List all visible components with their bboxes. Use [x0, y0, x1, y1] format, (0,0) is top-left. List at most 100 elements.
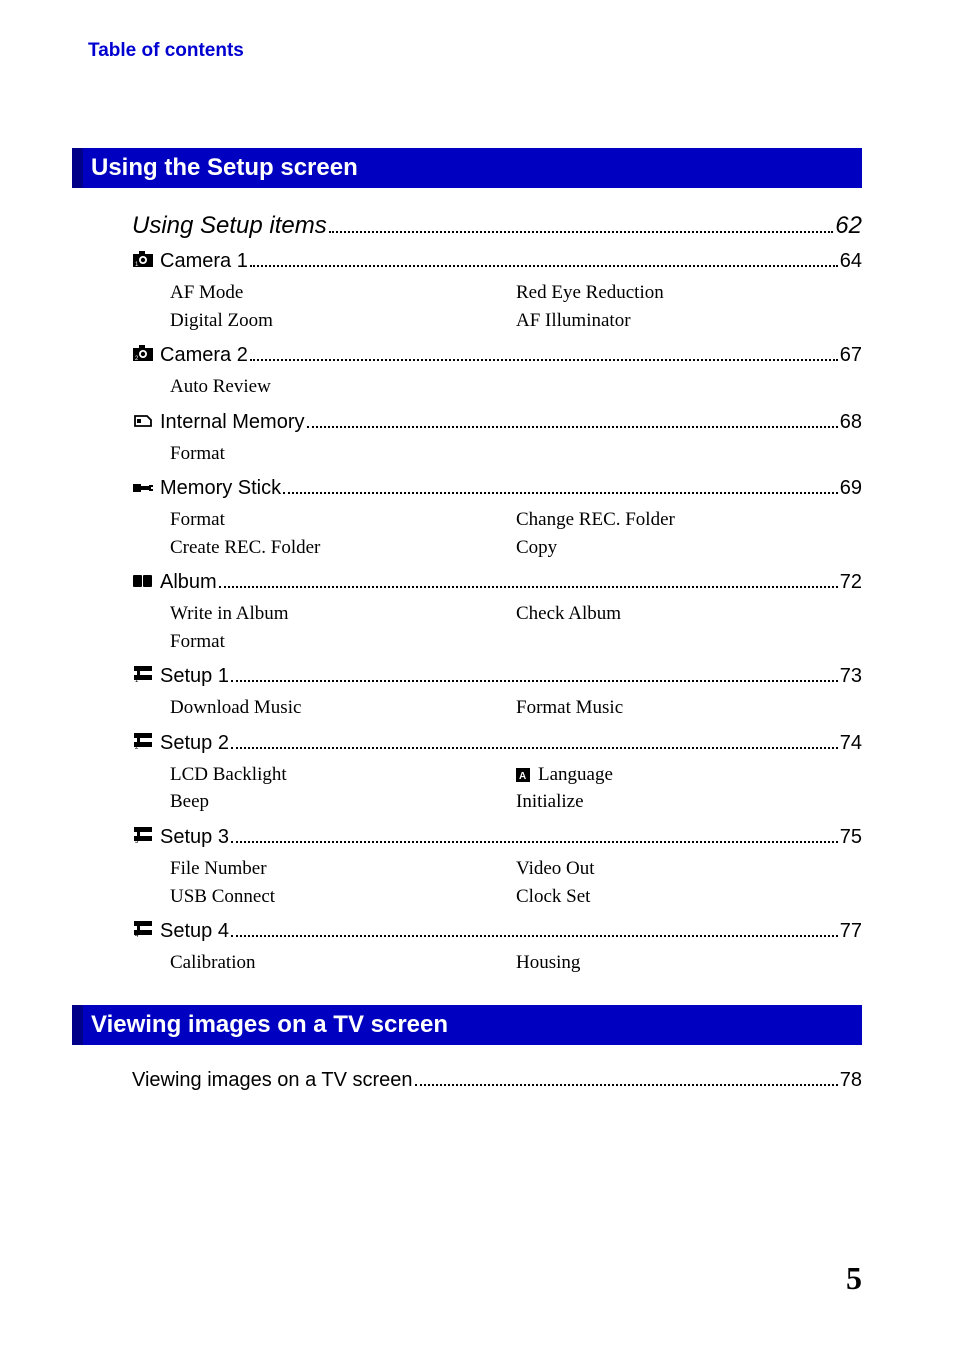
toc-page: 67 — [840, 344, 862, 367]
memory-stick-icon — [132, 482, 154, 494]
toc-subitem[interactable]: A Language — [516, 761, 862, 789]
setup4-icon: 4 — [132, 921, 154, 937]
toc-label: Setup 1 — [160, 665, 229, 688]
toc-subitems: Auto Review — [170, 373, 862, 401]
toc-entry-camera1[interactable]: 1 Camera 1 64 — [132, 250, 862, 273]
toc-subitems: Download Music Format Music — [170, 694, 862, 722]
toc-subitem[interactable]: Calibration — [170, 949, 516, 977]
toc-entry-setup4[interactable]: 4 Setup 4 77 — [132, 920, 862, 943]
toc-leader-dots — [307, 426, 838, 428]
toc-subitem[interactable]: Housing — [516, 949, 862, 977]
section-bar-tv: Viewing images on a TV screen — [72, 1005, 862, 1045]
toc-label: Setup 4 — [160, 920, 229, 943]
toc-subitems: File Number USB Connect Video Out Clock … — [170, 855, 862, 910]
toc-leader-dots — [231, 747, 838, 749]
toc-subitem[interactable]: Format — [170, 440, 516, 468]
section-bar-setup: Using the Setup screen — [72, 148, 862, 188]
toc-entry-setup2[interactable]: 2 Setup 2 74 — [132, 732, 862, 755]
section-accent — [72, 148, 83, 188]
toc-leader-dots — [231, 841, 838, 843]
toc-page: 78 — [840, 1069, 862, 1092]
internal-memory-icon — [132, 414, 154, 428]
toc-leader-dots — [250, 265, 838, 267]
toc-subitems: Format — [170, 440, 862, 468]
toc-page: 72 — [840, 571, 862, 594]
toc-label: Internal Memory — [160, 411, 305, 434]
toc-leader-dots — [329, 231, 834, 233]
section-accent — [72, 1005, 83, 1045]
toc-page: 62 — [835, 212, 862, 240]
toc-subitems: Calibration Housing — [170, 949, 862, 977]
setup3-icon: 3 — [132, 827, 154, 843]
toc-entry-tv-viewing[interactable]: Viewing images on a TV screen 78 — [132, 1069, 862, 1092]
toc-entry-main[interactable]: Using Setup items 62 — [132, 212, 862, 240]
toc-subitem[interactable]: Digital Zoom — [170, 307, 516, 335]
camera2-icon: 2 — [132, 345, 154, 361]
toc-leader-dots — [231, 935, 838, 937]
toc-page: 77 — [840, 920, 862, 943]
toc-subitem[interactable]: Video Out — [516, 855, 862, 883]
toc-label: Album — [160, 571, 217, 594]
toc-label: Viewing images on a TV screen — [132, 1069, 413, 1092]
toc-label: Setup 2 — [160, 732, 229, 755]
album-icon — [132, 574, 154, 588]
toc-page: 64 — [840, 250, 862, 273]
section-title-tv: Viewing images on a TV screen — [83, 1005, 862, 1045]
toc-list-tv: Viewing images on a TV screen 78 — [132, 1069, 862, 1092]
toc-list-setup: Using Setup items 62 1 Camera 1 64 AF Mo… — [132, 212, 862, 977]
toc-subitem[interactable]: Auto Review — [170, 373, 516, 401]
toc-page: 68 — [840, 411, 862, 434]
toc-subitem[interactable]: Beep — [170, 788, 516, 816]
toc-label: Using Setup items — [132, 212, 327, 240]
page-number: 5 — [846, 1260, 862, 1297]
toc-page: 74 — [840, 732, 862, 755]
toc-subitem[interactable]: Check Album — [516, 600, 862, 628]
toc-subitem[interactable]: Format — [170, 506, 516, 534]
toc-subitem[interactable]: AF Mode — [170, 279, 516, 307]
toc-page: 75 — [840, 826, 862, 849]
toc-subitem[interactable]: Initialize — [516, 788, 862, 816]
toc-subitem-label: Language — [538, 761, 613, 789]
setup1-icon: 1 — [132, 666, 154, 682]
toc-subitem[interactable]: Format — [170, 628, 516, 656]
camera1-icon: 1 — [132, 251, 154, 267]
toc-leader-dots — [250, 359, 838, 361]
toc-leader-dots — [283, 492, 838, 494]
toc-subitem[interactable]: Copy — [516, 534, 862, 562]
toc-subitems: AF Mode Digital Zoom Red Eye Reduction A… — [170, 279, 862, 334]
toc-label: Camera 1 — [160, 250, 248, 273]
toc-subitem[interactable]: LCD Backlight — [170, 761, 516, 789]
toc-subitem[interactable]: File Number — [170, 855, 516, 883]
toc-subitem[interactable]: Format Music — [516, 694, 862, 722]
toc-subitem[interactable]: USB Connect — [170, 883, 516, 911]
toc-entry-memory-stick[interactable]: Memory Stick 69 — [132, 477, 862, 500]
toc-leader-dots — [219, 586, 838, 588]
svg-text:A: A — [519, 771, 526, 782]
toc-leader-dots — [415, 1084, 838, 1086]
toc-header-link[interactable]: Table of contents — [88, 40, 862, 62]
toc-page: 69 — [840, 477, 862, 500]
toc-entry-camera2[interactable]: 2 Camera 2 67 — [132, 344, 862, 367]
toc-label: Memory Stick — [160, 477, 281, 500]
section-title-setup: Using the Setup screen — [83, 148, 862, 188]
toc-label: Camera 2 — [160, 344, 248, 367]
toc-subitems: Format Create REC. Folder Change REC. Fo… — [170, 506, 862, 561]
toc-entry-setup1[interactable]: 1 Setup 1 73 — [132, 665, 862, 688]
toc-entry-internal-memory[interactable]: Internal Memory 68 — [132, 411, 862, 434]
toc-subitem[interactable]: Clock Set — [516, 883, 862, 911]
toc-subitem[interactable]: Write in Album — [170, 600, 516, 628]
toc-subitems: Write in Album Format Check Album — [170, 600, 862, 655]
toc-subitem[interactable]: Download Music — [170, 694, 516, 722]
toc-subitem[interactable]: Red Eye Reduction — [516, 279, 862, 307]
toc-leader-dots — [231, 680, 838, 682]
toc-entry-album[interactable]: Album 72 — [132, 571, 862, 594]
setup2-icon: 2 — [132, 733, 154, 749]
language-icon: A — [516, 768, 534, 782]
toc-subitem[interactable]: AF Illuminator — [516, 307, 862, 335]
toc-subitem[interactable]: Change REC. Folder — [516, 506, 862, 534]
toc-entry-setup3[interactable]: 3 Setup 3 75 — [132, 826, 862, 849]
toc-subitem[interactable]: Create REC. Folder — [170, 534, 516, 562]
toc-subitems: LCD Backlight Beep A Language Initialize — [170, 761, 862, 816]
toc-label: Setup 3 — [160, 826, 229, 849]
toc-page: 73 — [840, 665, 862, 688]
